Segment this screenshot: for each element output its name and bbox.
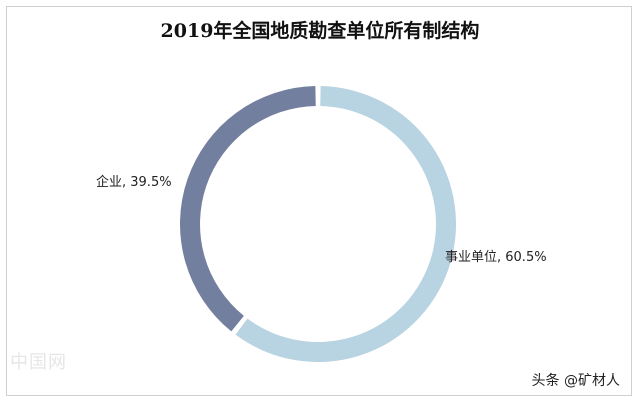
chart-title: 2019年全国地质勘查单位所有制结构 [160,20,480,42]
slice-public-institution [235,86,456,363]
faint-watermark: 中国网 [10,352,67,373]
slice-enterprise [180,86,316,332]
slice-label-enterprise: 企业, 39.5% [96,175,172,190]
slice-label-public-institution: 事业单位, 60.5% [445,250,547,265]
chart-frame [6,6,632,396]
watermark-text: 头条 @矿材人 [531,373,620,389]
